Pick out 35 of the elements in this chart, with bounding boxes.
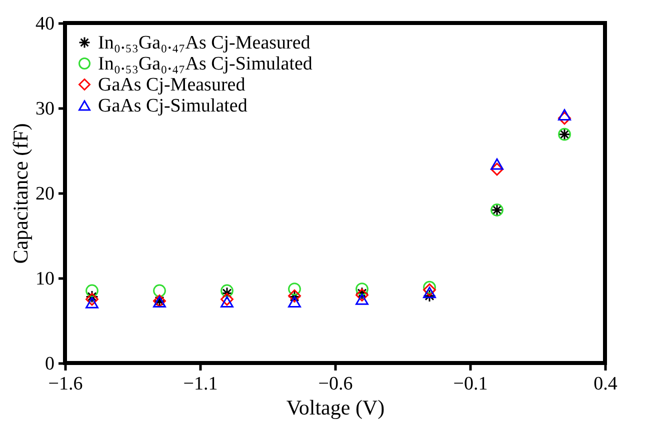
x-tick-label: 0.4 xyxy=(594,374,618,394)
x-tick-label: −0.1 xyxy=(453,374,488,394)
y-tick-label: 20 xyxy=(36,184,54,204)
point xyxy=(423,286,436,298)
point xyxy=(153,284,166,298)
point xyxy=(288,282,301,296)
legend-label: GaAs Cj-Simulated xyxy=(98,96,248,116)
x-tick-label: −0.6 xyxy=(318,374,353,394)
x-tick-label: −1.6 xyxy=(48,374,83,394)
point xyxy=(423,283,436,296)
x-tick-label: −1.1 xyxy=(183,374,218,394)
point xyxy=(86,296,98,308)
point xyxy=(490,162,504,176)
point xyxy=(288,296,301,308)
point xyxy=(220,292,234,306)
point xyxy=(558,112,571,125)
point xyxy=(220,284,234,298)
y-axis-title: Capacitance (fF) xyxy=(8,123,32,264)
y-tick-label: 40 xyxy=(36,14,54,34)
point xyxy=(220,296,234,308)
y-tick-label: 10 xyxy=(36,268,54,290)
point xyxy=(490,158,504,170)
x-axis-title: Voltage (V) xyxy=(286,396,385,420)
y-tick-label: 0 xyxy=(45,354,54,374)
point xyxy=(558,109,571,120)
point xyxy=(86,292,98,306)
point xyxy=(423,280,436,294)
legend-label: GaAs Cj-Measured xyxy=(98,74,246,96)
point xyxy=(356,294,368,305)
point xyxy=(356,282,368,296)
y-tick-label: 30 xyxy=(36,98,54,120)
point xyxy=(86,284,98,298)
legend-label: In₀.₅₃Ga₀.₄₇As Cj-Measured xyxy=(98,32,311,54)
point xyxy=(86,290,98,304)
legend-label: In₀.₅₃Ga₀.₄₇As Cj-Simulated xyxy=(98,54,313,74)
